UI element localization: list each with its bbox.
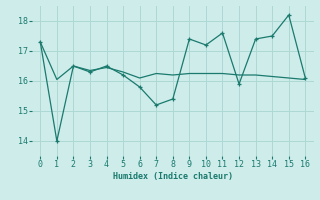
X-axis label: Humidex (Indice chaleur): Humidex (Indice chaleur) bbox=[113, 172, 233, 181]
